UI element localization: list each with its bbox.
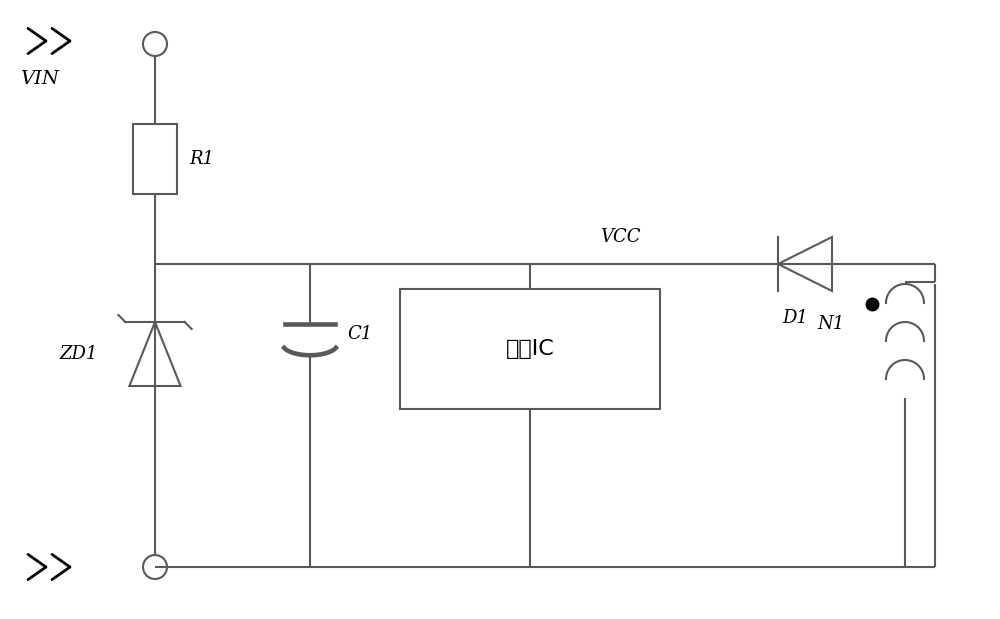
Text: 控制IC: 控制IC: [506, 339, 554, 359]
Text: ZD1: ZD1: [59, 345, 98, 363]
Text: VIN: VIN: [20, 70, 59, 88]
Text: C1: C1: [347, 325, 372, 343]
Polygon shape: [129, 322, 181, 386]
Text: D1: D1: [782, 309, 808, 327]
Bar: [133, 124, 177, 194]
Polygon shape: [778, 237, 832, 291]
Text: N1: N1: [817, 315, 844, 333]
Text: VCC: VCC: [600, 228, 640, 246]
Text: R1: R1: [189, 150, 214, 168]
Bar: [400, 289, 660, 409]
